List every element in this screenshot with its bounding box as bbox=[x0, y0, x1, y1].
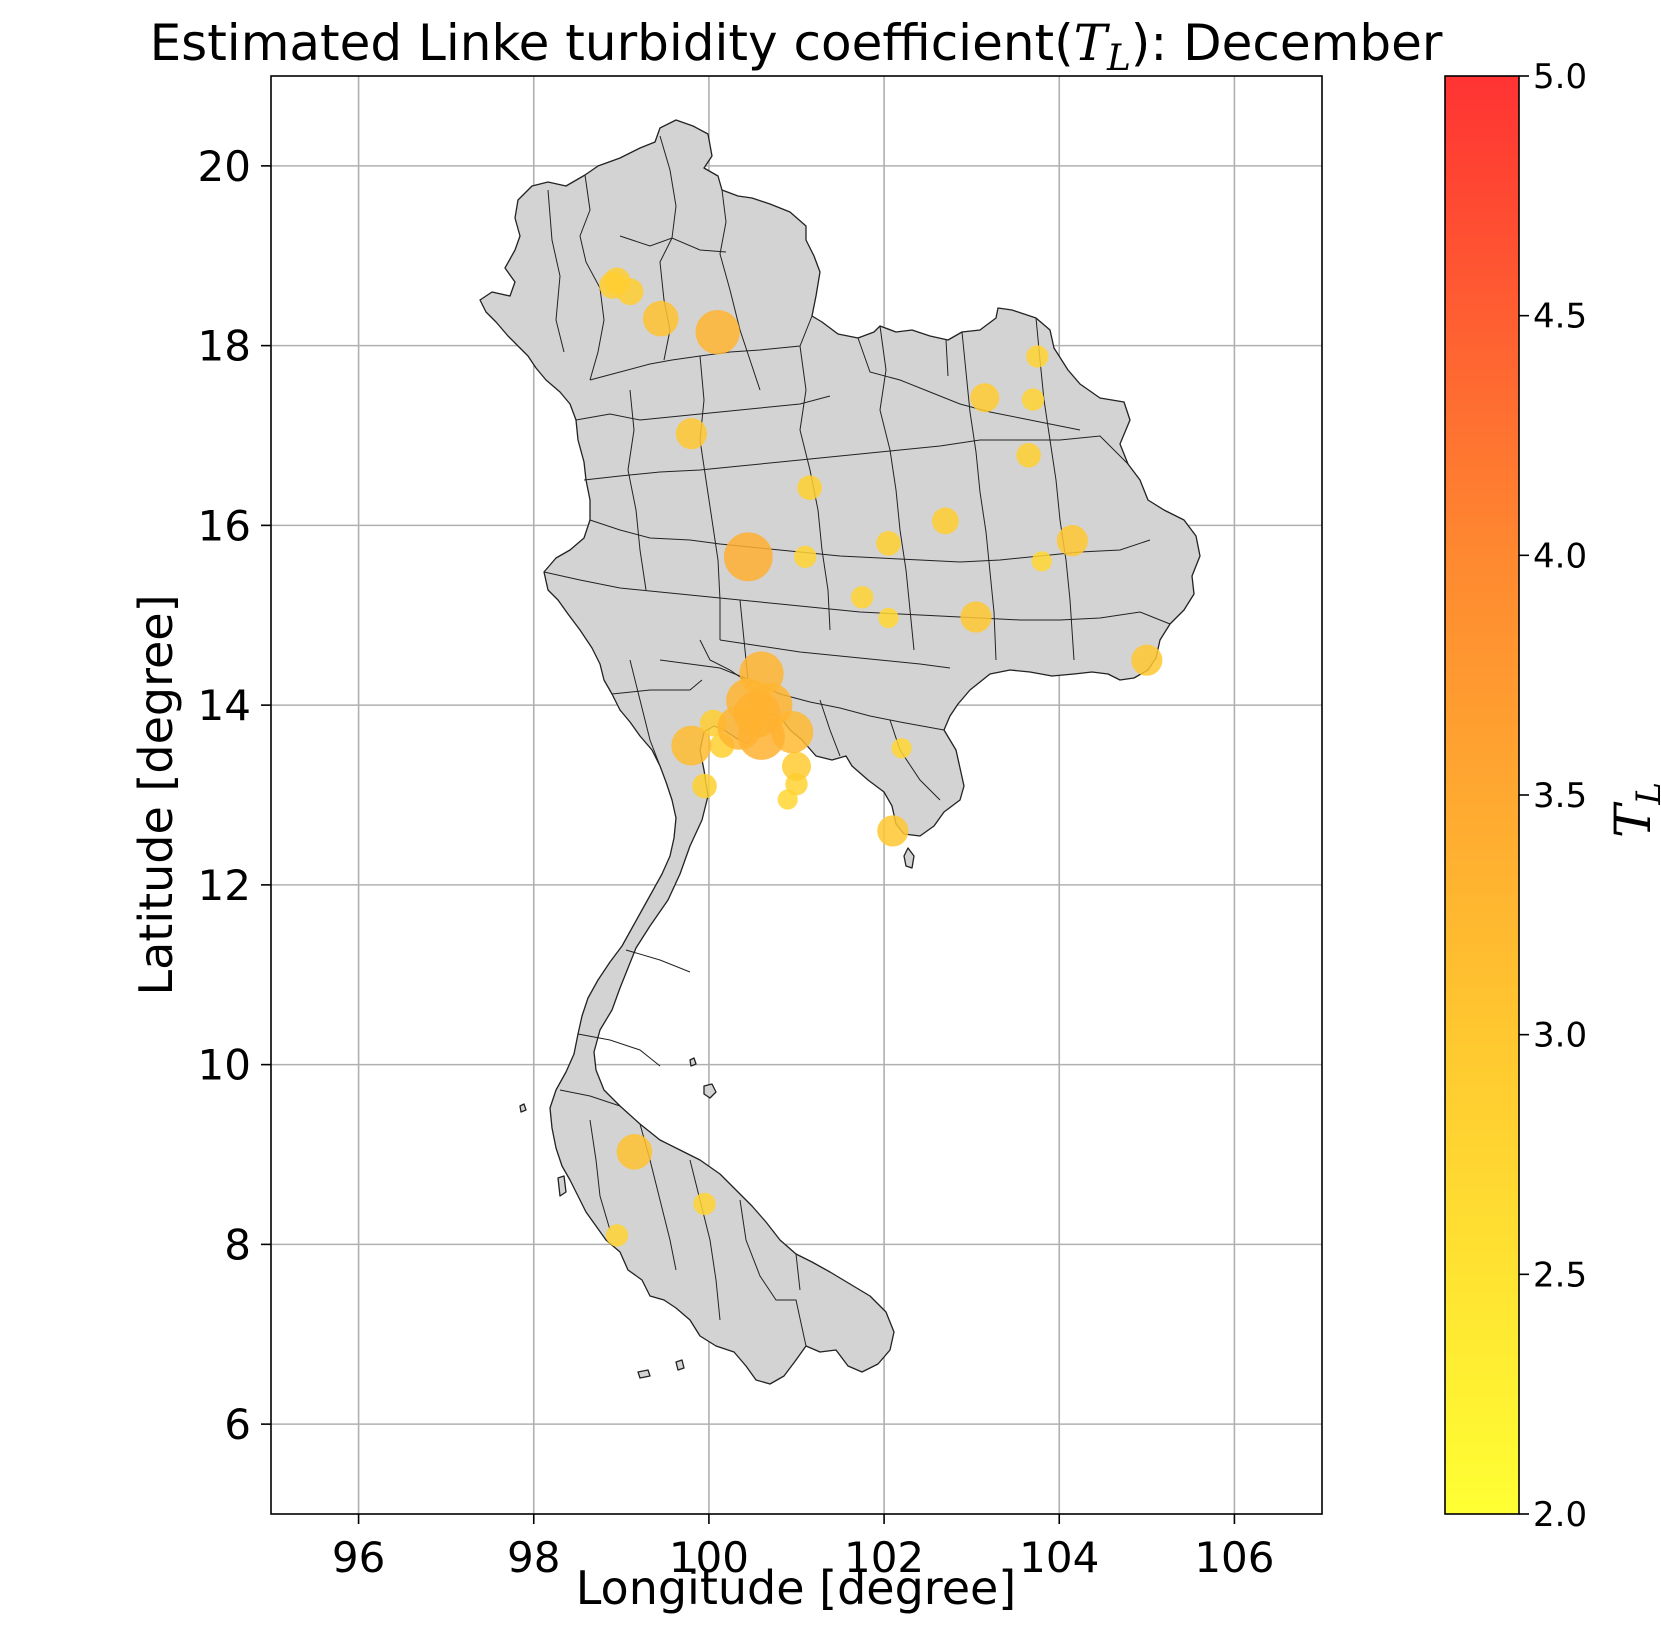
plot-frame bbox=[270, 75, 1323, 1515]
station-point bbox=[616, 278, 644, 306]
station-point bbox=[1021, 388, 1045, 411]
station-point bbox=[671, 725, 712, 766]
x-tick-label: 106 bbox=[1194, 1533, 1274, 1582]
island-small-1 bbox=[519, 1103, 527, 1113]
station-point bbox=[891, 738, 912, 759]
station-point bbox=[931, 507, 959, 535]
station-point bbox=[782, 751, 811, 781]
colorbar-label: TL bbox=[1604, 782, 1661, 838]
y-tick-label: 12 bbox=[198, 861, 251, 910]
island-small-3 bbox=[689, 1057, 697, 1067]
station-point bbox=[877, 815, 909, 847]
colorbar-tick-label: 2.0 bbox=[1533, 1495, 1587, 1535]
y-tick-label: 10 bbox=[198, 1041, 251, 1090]
station-point bbox=[1056, 525, 1088, 557]
colorbar-tick-label: 3.5 bbox=[1533, 776, 1587, 816]
plot-area bbox=[270, 75, 1323, 1515]
colorbar-tick-label: 5.0 bbox=[1533, 57, 1587, 97]
y-tick-label: 16 bbox=[198, 501, 251, 550]
station-point bbox=[794, 545, 817, 569]
station-point bbox=[675, 418, 708, 450]
station-point bbox=[970, 383, 1000, 413]
station-point bbox=[642, 300, 679, 337]
island-small-2 bbox=[637, 1369, 651, 1379]
x-tick-label: 96 bbox=[332, 1533, 385, 1582]
station-point bbox=[878, 607, 899, 629]
station-point bbox=[876, 531, 901, 556]
station-point bbox=[692, 773, 717, 799]
y-axis-label: Latitude [degree] bbox=[129, 594, 183, 995]
colorbar-gradient bbox=[1444, 75, 1520, 1515]
x-axis-label: Longitude [degree] bbox=[576, 1561, 1017, 1615]
y-tick-label: 18 bbox=[198, 322, 251, 371]
station-point bbox=[1031, 551, 1052, 572]
chart-title: Estimated Linke turbidity coefficient(TL… bbox=[150, 14, 1443, 79]
station-point bbox=[738, 713, 785, 760]
island-samui bbox=[703, 1083, 717, 1099]
island-phuket bbox=[557, 1175, 567, 1197]
station-point bbox=[1016, 442, 1041, 468]
station-point bbox=[1131, 644, 1163, 676]
x-tick-label: 104 bbox=[1019, 1533, 1099, 1582]
thailand-mainland bbox=[479, 119, 1201, 1385]
station-point bbox=[616, 1134, 653, 1170]
colorbar-tick-label: 2.5 bbox=[1533, 1255, 1587, 1295]
y-axis: 6 8 10 12 14 16 18 20 bbox=[198, 142, 271, 1449]
colorbar-tick-label: 4.0 bbox=[1533, 536, 1587, 576]
station-point bbox=[1026, 345, 1049, 368]
x-tick-label: 98 bbox=[507, 1533, 560, 1582]
station-point bbox=[960, 601, 992, 633]
colorbar: 2.0 2.5 3.0 3.5 4.0 4.5 5.0 TL bbox=[1444, 57, 1661, 1535]
x-axis: 96 98 100 102 104 106 bbox=[332, 1514, 1275, 1582]
x-tick-label: 100 bbox=[669, 1533, 749, 1582]
colorbar-ticks: 2.0 2.5 3.0 3.5 4.0 4.5 5.0 bbox=[1519, 57, 1587, 1535]
station-point bbox=[605, 1224, 629, 1247]
station-point bbox=[797, 475, 822, 500]
colorbar-tick-label: 4.5 bbox=[1533, 297, 1587, 337]
station-point bbox=[693, 1192, 716, 1216]
station-point bbox=[695, 309, 740, 355]
colorbar-tick-label: 3.0 bbox=[1533, 1016, 1587, 1056]
y-tick-label: 6 bbox=[224, 1400, 251, 1449]
station-point bbox=[723, 532, 773, 582]
province-borders bbox=[543, 135, 1171, 1347]
island-koh-chang bbox=[903, 847, 915, 869]
island-small-4 bbox=[675, 1359, 685, 1371]
y-tick-label: 8 bbox=[224, 1220, 251, 1269]
x-tick-label: 102 bbox=[844, 1533, 924, 1582]
thailand-map bbox=[479, 119, 1201, 1385]
y-tick-label: 20 bbox=[198, 142, 251, 191]
station-point bbox=[850, 586, 874, 609]
station-points bbox=[599, 267, 1163, 1247]
y-tick-label: 14 bbox=[198, 681, 251, 730]
